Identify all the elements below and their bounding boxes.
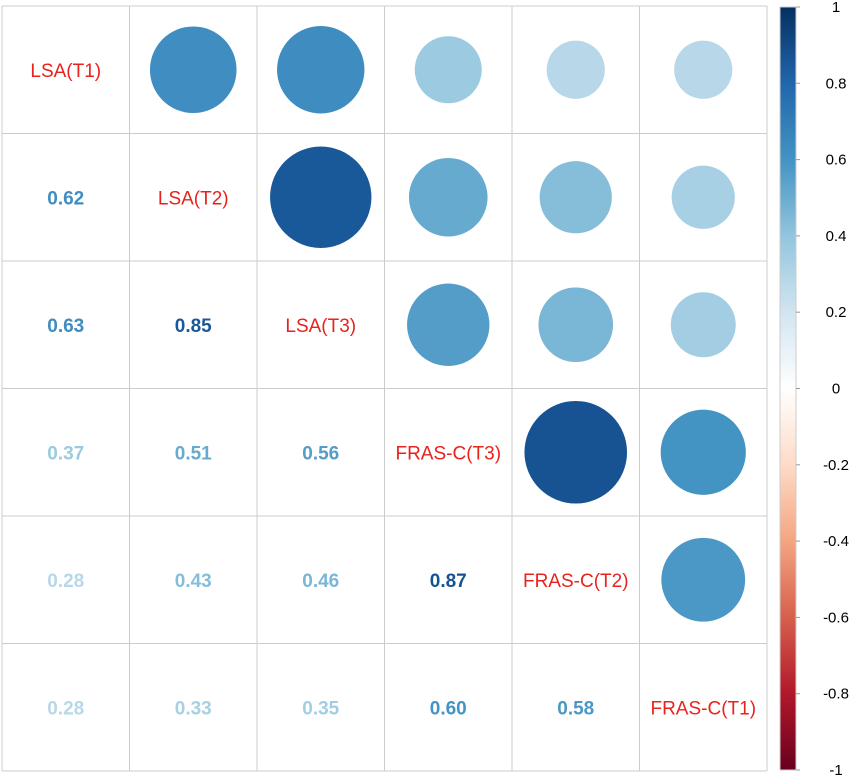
variable-label: FRAS-C(T1) <box>650 698 756 719</box>
correlation-circle <box>539 161 612 234</box>
variable-label: LSA(T3) <box>285 316 356 337</box>
colorbar-gradient <box>779 6 797 771</box>
variable-label: FRAS-C(T3) <box>395 443 501 464</box>
correlation-value-label: 0.35 <box>302 698 339 719</box>
correlation-circle <box>277 26 365 114</box>
correlation-circle <box>407 283 490 366</box>
colorbar-tick-label: -0.2 <box>823 457 849 474</box>
correlation-value-label: 0.60 <box>430 698 467 719</box>
correlation-circle <box>414 36 482 104</box>
colorbar-tick-label: 0.6 <box>826 152 847 169</box>
variable-label: FRAS-C(T2) <box>523 571 629 592</box>
correlation-circle <box>149 26 237 114</box>
correlation-circle <box>270 146 372 248</box>
colorbar-tick-label: 0.8 <box>826 75 847 92</box>
colorbar-tick-label: 0 <box>832 381 840 398</box>
variable-label: LSA(T1) <box>30 61 101 82</box>
correlation-value-label: 0.43 <box>175 571 212 592</box>
correlation-value-label: 0.62 <box>47 188 84 209</box>
correlation-value-label: 0.85 <box>175 316 212 337</box>
correlation-circle <box>408 157 488 237</box>
correlation-circle <box>671 165 735 229</box>
colorbar-tick-label: 0.4 <box>826 228 847 245</box>
matrix-cells: LSA(T1) 0.62 LSA(T2) 0.63 0.85 LSA(T3) 0.37 0.5… <box>30 26 756 719</box>
correlation-circle <box>674 40 733 99</box>
colorbar-tick-label: -0.8 <box>823 686 849 703</box>
colorbar-tick-label: 1 <box>832 0 840 16</box>
correlation-value-label: 0.51 <box>175 443 212 464</box>
correlation-value-label: 0.58 <box>557 698 594 719</box>
correlation-value-label: 0.87 <box>430 571 467 592</box>
correlation-value-label: 0.37 <box>47 443 84 464</box>
correlation-value-label: 0.63 <box>47 316 84 337</box>
correlation-circle <box>538 287 614 363</box>
correlation-value-label: 0.28 <box>47 571 84 592</box>
correlation-value-label: 0.28 <box>47 698 84 719</box>
correlation-circle <box>661 537 746 622</box>
correlation-value-label: 0.56 <box>302 443 339 464</box>
variable-label: LSA(T2) <box>158 188 229 209</box>
correlation-value-label: 0.46 <box>302 571 339 592</box>
grid <box>1 5 768 772</box>
correlation-value-label: 0.33 <box>175 698 212 719</box>
correlation-circle <box>660 409 746 495</box>
colorbar-tick-label: -1 <box>829 762 842 779</box>
colorbar-tick-label: -0.6 <box>823 609 849 626</box>
correlation-circle <box>670 292 736 358</box>
colorbar: 1 0.8 0.6 0.4 0.2 0 -0.2 -0.4 -0.6 -0.8 -1 <box>779 0 849 779</box>
colorbar-tick-label: -0.4 <box>823 533 849 550</box>
colorbar-tick-label: 0.2 <box>826 304 847 321</box>
correlation-circle <box>524 400 628 504</box>
correlation-circle <box>546 40 605 99</box>
